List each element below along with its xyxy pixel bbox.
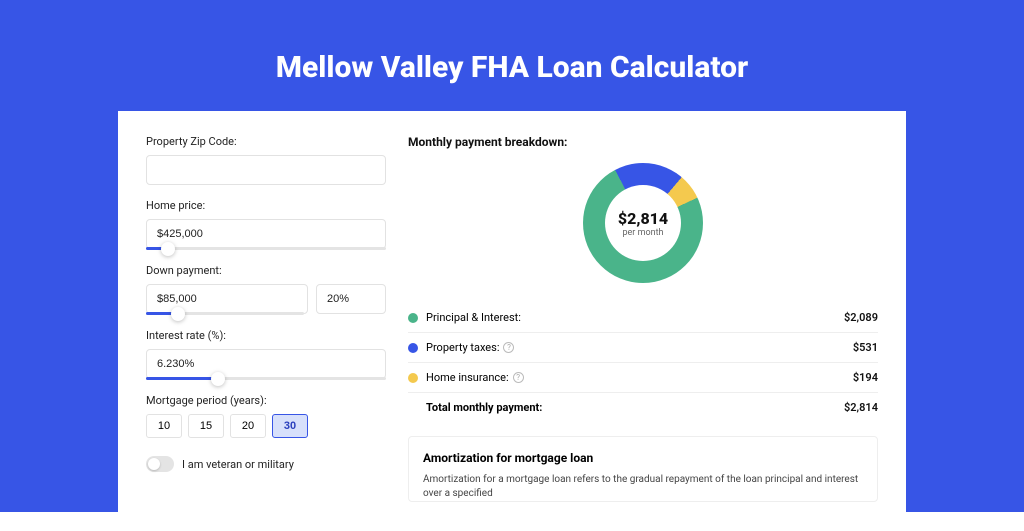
- legend-row: Property taxes:?$531: [408, 332, 878, 362]
- period-button-15[interactable]: 15: [188, 414, 224, 438]
- down-payment-label: Down payment:: [146, 264, 386, 277]
- veteran-row: I am veteran or military: [146, 456, 386, 472]
- inputs-column: Property Zip Code: Home price: Down paym…: [146, 135, 386, 507]
- info-icon[interactable]: ?: [503, 342, 514, 353]
- legend-row: Home insurance:?$194: [408, 362, 878, 392]
- legend-label: Home insurance:?: [426, 371, 853, 384]
- period-button-10[interactable]: 10: [146, 414, 182, 438]
- donut-sub: per month: [622, 228, 663, 238]
- amortization-text: Amortization for a mortgage loan refers …: [423, 473, 863, 501]
- zip-field: Property Zip Code:: [146, 135, 386, 185]
- legend-value: $194: [853, 371, 878, 384]
- veteran-label: I am veteran or military: [182, 458, 294, 471]
- interest-rate-field: Interest rate (%):: [146, 329, 386, 380]
- home-price-slider[interactable]: [146, 247, 386, 250]
- period-button-20[interactable]: 20: [230, 414, 266, 438]
- breakdown-title: Monthly payment breakdown:: [408, 135, 878, 149]
- donut-center: $2,814 per month: [605, 185, 681, 261]
- donut-wrap: $2,814 per month: [408, 163, 878, 283]
- interest-rate-slider[interactable]: [146, 377, 386, 380]
- home-price-label: Home price:: [146, 199, 386, 212]
- mortgage-period-options: 10152030: [146, 414, 386, 438]
- legend-value: $531: [853, 341, 878, 354]
- total-label: Total monthly payment:: [426, 401, 844, 414]
- home-price-input[interactable]: [146, 219, 386, 249]
- legend: Principal & Interest:$2,089Property taxe…: [408, 303, 878, 422]
- swatch-icon: [408, 373, 418, 383]
- interest-rate-label: Interest rate (%):: [146, 329, 386, 342]
- donut-amount: $2,814: [618, 209, 668, 228]
- home-price-field: Home price:: [146, 199, 386, 250]
- legend-total-row: Total monthly payment:$2,814: [408, 392, 878, 422]
- legend-value: $2,089: [844, 311, 878, 324]
- down-payment-field: Down payment:: [146, 264, 386, 315]
- mortgage-period-field: Mortgage period (years): 10152030: [146, 394, 386, 438]
- zip-input[interactable]: [146, 155, 386, 185]
- swatch-icon: [408, 343, 418, 353]
- info-icon[interactable]: ?: [513, 372, 524, 383]
- hero: Mellow Valley FHA Loan Calculator Proper…: [0, 0, 1024, 512]
- swatch-icon: [408, 313, 418, 323]
- donut-chart: $2,814 per month: [583, 163, 703, 283]
- legend-row: Principal & Interest:$2,089: [408, 303, 878, 332]
- page-title: Mellow Valley FHA Loan Calculator: [0, 50, 1024, 85]
- zip-label: Property Zip Code:: [146, 135, 386, 148]
- down-payment-percent-input[interactable]: [316, 284, 386, 314]
- down-payment-slider[interactable]: [146, 312, 304, 315]
- total-value: $2,814: [844, 401, 878, 414]
- veteran-toggle[interactable]: [146, 456, 174, 472]
- interest-rate-input[interactable]: [146, 349, 386, 379]
- breakdown-column: Monthly payment breakdown: $2,814 per mo…: [408, 135, 878, 507]
- amortization-section: Amortization for mortgage loan Amortizat…: [408, 436, 878, 502]
- calculator-card: Property Zip Code: Home price: Down paym…: [118, 111, 906, 531]
- legend-label: Principal & Interest:: [426, 311, 844, 324]
- amortization-title: Amortization for mortgage loan: [423, 451, 863, 465]
- legend-label: Property taxes:?: [426, 341, 853, 354]
- period-button-30[interactable]: 30: [272, 414, 308, 438]
- mortgage-period-label: Mortgage period (years):: [146, 394, 386, 407]
